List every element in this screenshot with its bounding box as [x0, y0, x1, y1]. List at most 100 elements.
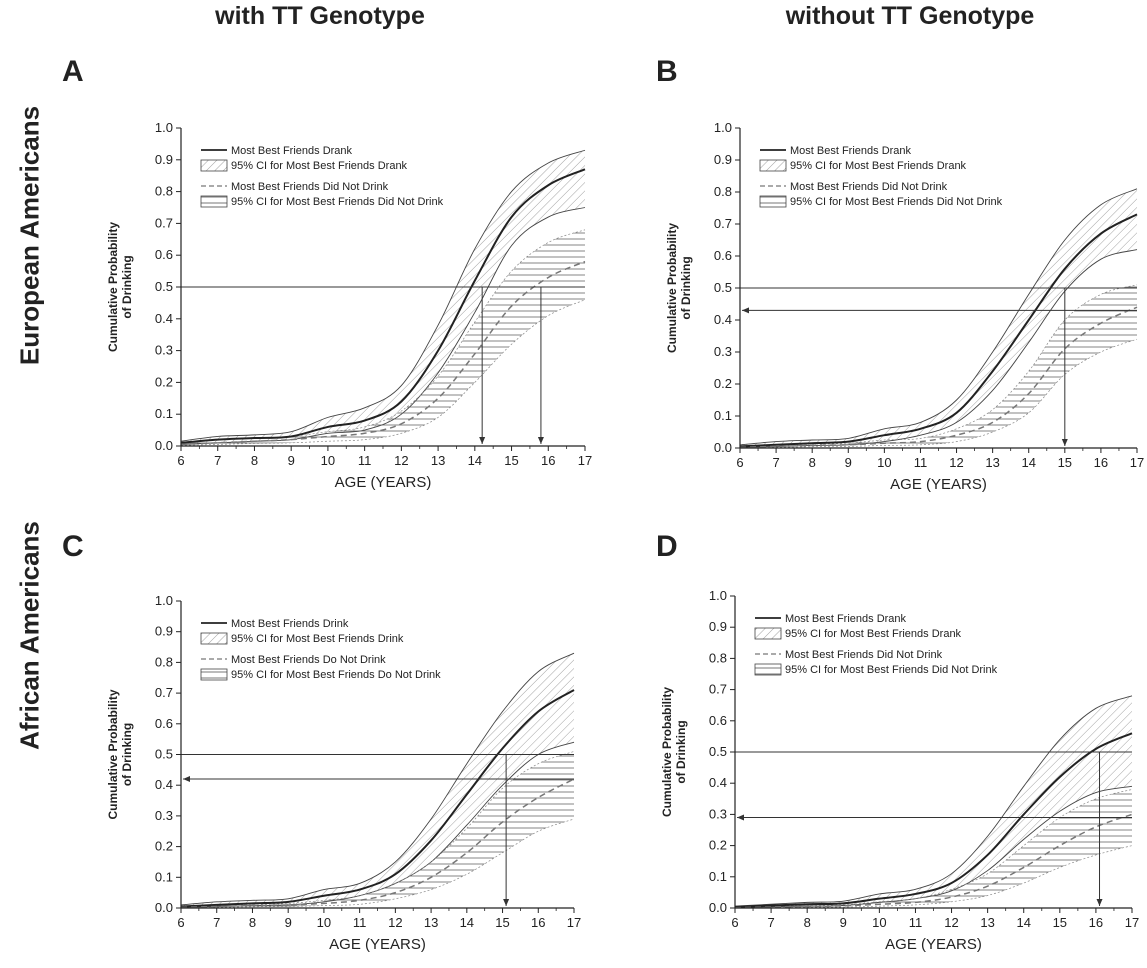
- y-tick-label: 0.6: [714, 248, 732, 263]
- y-axis-label-line: of Drinking: [674, 720, 688, 783]
- legend-label-dashed-ci: 95% CI for Most Best Friends Did Not Dri…: [785, 664, 998, 676]
- legend-swatch-dashed-ci: [759, 195, 787, 208]
- x-tick-label: 17: [567, 915, 581, 930]
- x-tick-label: 17: [578, 453, 592, 468]
- y-tick-label: 0.5: [709, 744, 727, 759]
- legend-label-solid-ci: 95% CI for Most Best Friends Drank: [790, 160, 967, 172]
- y-axis-label-line: of Drinking: [679, 256, 693, 319]
- x-tick-label: 14: [460, 915, 474, 930]
- ci-upper-bound: [739, 188, 1138, 446]
- x-tick-label: 7: [772, 455, 779, 470]
- y-tick-label: 0.4: [709, 775, 727, 790]
- ci-band-did-not-drink: [181, 229, 585, 446]
- legend-swatch-dashed-ci: [200, 668, 228, 681]
- y-tick-label: 1.0: [155, 120, 173, 135]
- x-tick-label: 9: [845, 455, 852, 470]
- y-tick-label: 0.6: [155, 247, 173, 262]
- x-tick-label: 15: [1053, 915, 1067, 930]
- y-tick-label: 0.9: [155, 624, 173, 639]
- x-axis-title: AGE (YEARS): [335, 474, 432, 491]
- ci-band-drank: [181, 150, 585, 445]
- x-tick-label: 16: [1089, 915, 1103, 930]
- x-tick-label: 16: [531, 915, 545, 930]
- y-tick-label: 0.6: [709, 713, 727, 728]
- legend-label-solid-ci: 95% CI for Most Best Friends Drank: [785, 628, 962, 640]
- ci-upper-bound: [180, 652, 575, 906]
- x-tick-label: 13: [980, 915, 994, 930]
- x-tick-label: 15: [1058, 455, 1072, 470]
- y-tick-label: 0.6: [155, 716, 173, 731]
- legend-label-dashed-ci: 95% CI for Most Best Friends Do Not Drin…: [231, 669, 441, 681]
- x-tick-label: 10: [317, 915, 331, 930]
- legend: Most Best Friends Drank 95% CI for Most B…: [754, 613, 998, 676]
- legend-swatch-dashed-ci: [200, 195, 228, 208]
- legend-swatch-solid-ci: [754, 627, 782, 640]
- y-tick-label: 0.1: [155, 869, 173, 884]
- legend: Most Best Friends Drink 95% CI for Most B…: [200, 618, 441, 681]
- y-tick-label: 0.2: [709, 838, 727, 853]
- x-axis-title: AGE (YEARS): [890, 476, 987, 493]
- legend-label-dashed-ci: 95% CI for Most Best Friends Did Not Dri…: [231, 196, 444, 208]
- series-line-did-not-drink: [734, 813, 1133, 909]
- x-axis-title: AGE (YEARS): [885, 936, 982, 953]
- x-tick-label: 17: [1125, 915, 1139, 930]
- ci-band-drank: [740, 188, 1137, 448]
- x-tick-label: 8: [249, 915, 256, 930]
- x-tick-label: 12: [944, 915, 958, 930]
- x-tick-label: 11: [358, 453, 372, 468]
- x-tick-label: 8: [809, 455, 816, 470]
- ci-lower-bound: [180, 299, 586, 446]
- x-tick-label: 7: [767, 915, 774, 930]
- x-tick-label: 9: [285, 915, 292, 930]
- ci-upper-bound: [180, 149, 586, 442]
- panel-letter-b: B: [656, 55, 678, 88]
- chart-panel-a: Cumulative Probability of Drinking 0.0 0.1 0…: [106, 120, 592, 491]
- x-tick-label: 17: [1130, 455, 1144, 470]
- x-tick-label: 12: [388, 915, 402, 930]
- y-axis-label-line: of Drinking: [120, 723, 134, 786]
- ci-lower-bound: [739, 338, 1138, 449]
- x-tick-label: 11: [914, 455, 928, 470]
- y-axis-label-line: of Drinking: [120, 255, 134, 318]
- y-tick-label: 0.3: [714, 344, 732, 359]
- column-header-with-tt: with TT Genotype: [215, 2, 425, 30]
- x-tick-label: 14: [1016, 915, 1030, 930]
- panel-letter-d: D: [656, 530, 678, 563]
- column-header-without-tt: without TT Genotype: [785, 2, 1035, 30]
- x-tick-label: 11: [353, 915, 367, 930]
- series-line-drank: [739, 213, 1138, 448]
- y-tick-label: 0.5: [155, 279, 173, 294]
- x-tick-label: 12: [394, 453, 408, 468]
- legend-swatch-solid-ci: [200, 159, 228, 172]
- x-tick-label: 8: [251, 453, 258, 468]
- y-tick-label: 0.1: [709, 869, 727, 884]
- y-tick-label: 0.9: [709, 619, 727, 634]
- y-tick-label: 0.2: [155, 839, 173, 854]
- y-tick-label: 0.8: [155, 654, 173, 669]
- y-tick-label: 0.7: [714, 216, 732, 231]
- series-line-did-not-drink: [180, 260, 586, 446]
- y-tick-label: 0.0: [714, 440, 732, 455]
- legend-label-solid-ci: 95% CI for Most Best Friends Drank: [231, 160, 408, 172]
- series-line-drank: [180, 168, 586, 444]
- y-tick-label: 0.2: [155, 374, 173, 389]
- x-tick-label: 10: [321, 453, 335, 468]
- y-tick-label: 0.5: [714, 280, 732, 295]
- y-tick-label: 0.0: [155, 900, 173, 915]
- x-tick-label: 7: [214, 453, 221, 468]
- y-tick-label: 0.9: [155, 152, 173, 167]
- legend-label-solid: Most Best Friends Drank: [785, 613, 907, 625]
- series-line-drank: [734, 732, 1133, 909]
- legend-label-dashed: Most Best Friends Did Not Drink: [785, 649, 943, 661]
- legend: Most Best Friends Drank 95% CI for Most B…: [759, 145, 1003, 208]
- x-tick-label: 12: [949, 455, 963, 470]
- ci-band-drank: [181, 653, 574, 908]
- y-axis-label-line: Cumulative Probability: [106, 689, 120, 819]
- y-tick-label: 0.4: [155, 777, 173, 792]
- legend-label-dashed-ci: 95% CI for Most Best Friends Did Not Dri…: [790, 196, 1003, 208]
- y-axis-label-line: Cumulative Probability: [665, 223, 679, 353]
- panel-letter-c: C: [62, 530, 84, 563]
- ci-upper-bound: [734, 695, 1133, 907]
- x-tick-label: 15: [495, 915, 509, 930]
- y-tick-label: 0.0: [155, 438, 173, 453]
